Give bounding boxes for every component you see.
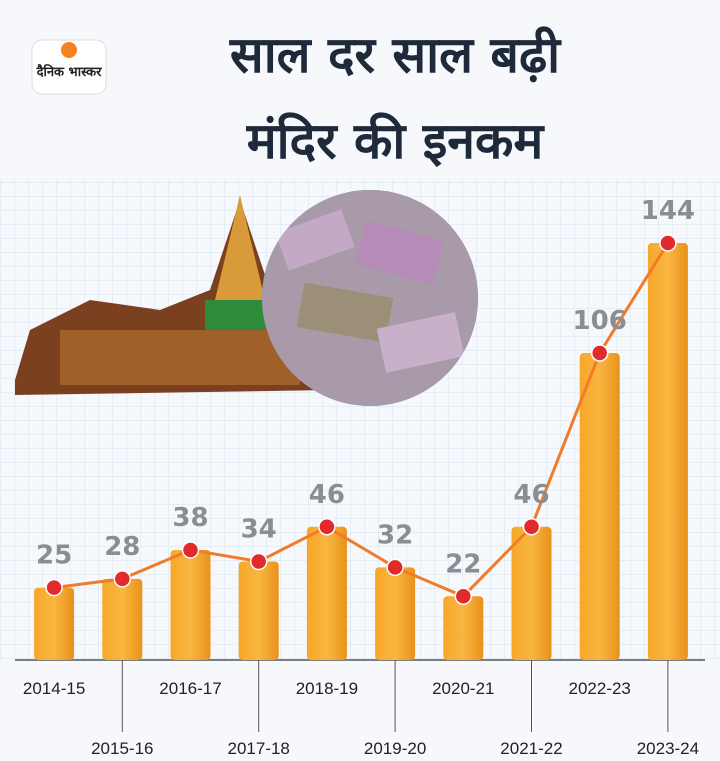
bar [102, 578, 143, 660]
x-tick-label: 2021-22 [500, 739, 562, 758]
x-tick-label: 2016-17 [159, 679, 221, 698]
bar [375, 567, 416, 660]
value-label: 28 [104, 532, 140, 562]
x-tick-label: 2020-21 [432, 679, 494, 698]
point [181, 541, 200, 559]
logo: दैनिक भास्कर [31, 39, 107, 95]
point [249, 552, 268, 571]
point [45, 578, 63, 597]
bar [511, 526, 552, 660]
point [386, 558, 404, 577]
x-tick-label: 2015-16 [91, 739, 153, 758]
point [590, 344, 609, 362]
value-label: 38 [172, 503, 208, 533]
x-tick-label: 2022-23 [569, 679, 631, 698]
value-label: 22 [445, 549, 481, 579]
x-tick-label: 2014-15 [23, 679, 85, 698]
illustration [15, 190, 478, 406]
point [659, 234, 677, 252]
bar [306, 526, 347, 660]
point [522, 518, 541, 536]
x-tick-label: 2019-20 [364, 739, 426, 758]
bar [34, 587, 75, 660]
point [454, 587, 473, 606]
value-label: 46 [513, 480, 549, 510]
x-tick-label: 2023-24 [637, 739, 699, 758]
x-tick-label: 2018-19 [296, 679, 358, 698]
bar [579, 353, 620, 660]
value-label: 34 [241, 515, 277, 545]
bar [170, 549, 211, 660]
value-label: 106 [573, 306, 627, 336]
bar [647, 243, 688, 660]
logo-text: दैनिक भास्कर [36, 64, 103, 80]
x-tick-label: 2017-18 [228, 739, 290, 758]
point [318, 518, 336, 536]
bar [443, 596, 484, 660]
bar [238, 561, 279, 660]
chart-title: मंदिर की इनकम [246, 112, 546, 170]
value-label: 46 [309, 480, 345, 510]
point [113, 570, 132, 588]
chart-title: साल दर साल बढ़ी [229, 26, 562, 84]
value-label: 25 [36, 541, 72, 571]
value-label: 32 [377, 520, 413, 550]
value-label: 144 [641, 196, 695, 226]
line [53, 242, 670, 599]
